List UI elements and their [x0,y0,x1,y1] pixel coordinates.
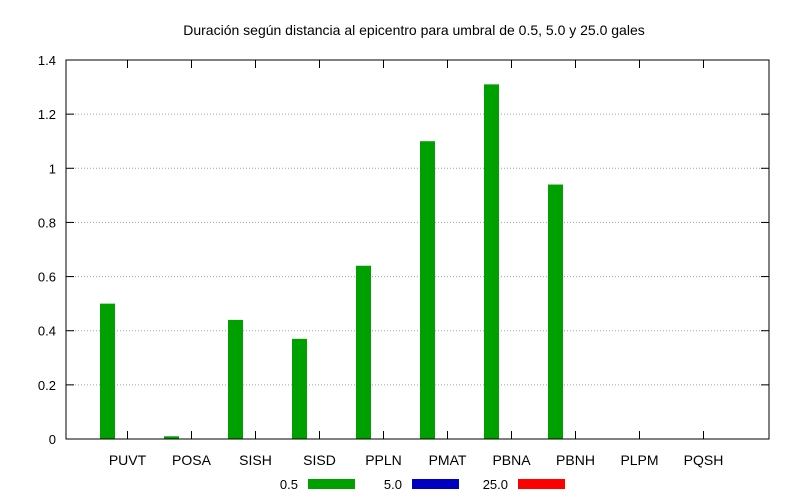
bar [420,141,435,439]
y-tick-label: 0.4 [38,324,56,339]
bar [548,184,563,439]
y-tick-label: 1.4 [38,53,56,68]
plot-frame [65,59,770,440]
legend-swatch [412,479,459,489]
x-category-label: PPLN [365,452,402,468]
x-category-label: PMAT [429,452,467,468]
x-category-label: PUVT [109,452,147,468]
legend-swatch [308,479,355,489]
legend-label: 25.0 [483,477,508,492]
bar [484,84,499,439]
legend-label: 0.5 [280,477,298,492]
y-axis-ticks: 0 0.2 0.4 0.6 0.8 1 1.2 1.4 [38,53,769,447]
bar [228,319,243,439]
x-category-label: POSA [172,452,212,468]
legend-swatch [518,479,565,489]
gridlines [66,113,769,386]
y-tick-label: 1 [49,161,56,176]
y-tick-label: 0 [49,432,56,447]
x-axis-categories: PUVT POSA SISH SISD PPLN PMAT PBNA PBNH PLPM PQSH [109,60,724,468]
y-tick-label: 0.2 [38,378,56,393]
x-category-label: PQSH [684,452,724,468]
bar [164,436,179,439]
y-tick-label: 0.6 [38,270,56,285]
x-category-label: PBNH [556,452,595,468]
x-category-label: PBNA [492,452,531,468]
bar [356,265,371,439]
chart-title: Duración según distancia al epicentro pa… [183,22,645,38]
bars [100,84,563,439]
legend-label: 5.0 [384,477,402,492]
legend: 0.5 5.0 25.0 [280,477,565,492]
x-category-label: SISH [239,452,272,468]
y-tick-label: 0.8 [38,215,56,230]
x-category-label: PLPM [620,452,658,468]
y-tick-label: 1.2 [38,107,56,122]
bar [100,303,115,439]
bar [292,338,307,439]
x-category-label: SISD [303,452,336,468]
